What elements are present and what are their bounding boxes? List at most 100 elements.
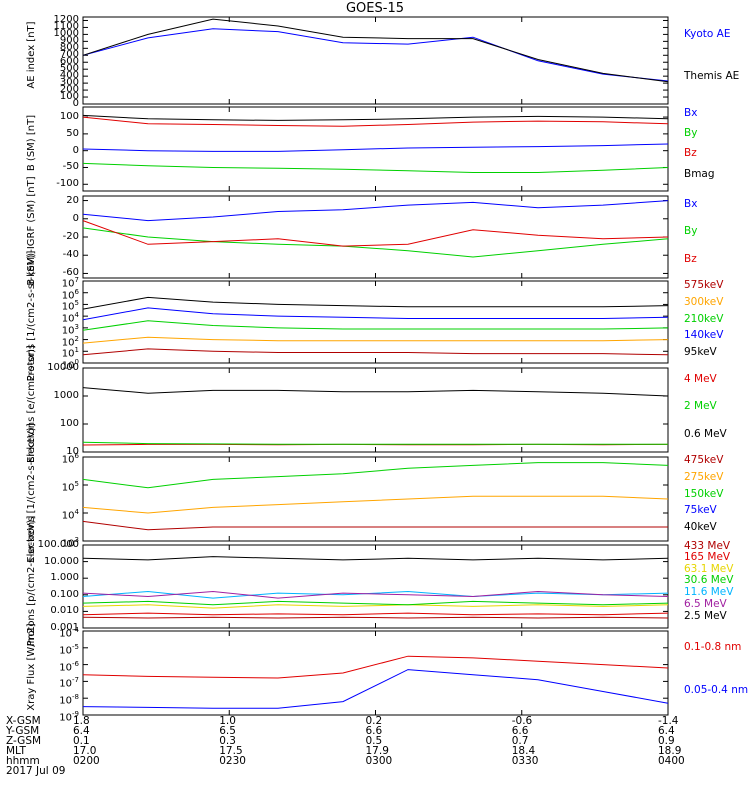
legend-entry: 165 MeV [684,551,731,563]
legend-entry: 150keV [684,488,724,500]
legend-entry: 140keV [684,329,724,341]
legend-entry: Bz [684,147,697,159]
series-line-433-mev [82,616,669,619]
y-tick-label: 100 [61,358,79,372]
y-tick-label: 0 [72,212,79,224]
y-tick-label: 106 [61,452,79,466]
date-label: 2017 Jul 09 [6,765,66,777]
ephemeris-label: Y-GSM [6,725,40,737]
y-tick-label: 10 [66,446,79,457]
series-line-475kev [82,520,668,531]
legend-entry: 475keV [684,454,724,466]
y-tick-label: 500 [59,63,79,75]
panel-1 [82,16,669,105]
ephemeris-value: 0330 [511,755,539,767]
y-tick-label: 0.001 [50,622,79,633]
y-tick-label: -20 [62,231,79,242]
legend-entry: Bmag [684,168,715,180]
series-line-bz [82,220,669,247]
series-line-by [82,227,669,258]
legend-entry: 63.1 MeV [684,563,734,575]
y-tick-label: 102 [61,334,79,348]
series-line-30-6-mev [82,600,669,606]
y-tick-label: 100.000 [37,539,79,550]
y-tick-label: 200 [59,84,79,96]
y-tick-label: 1200 [53,14,79,26]
legend-entry: By [684,127,698,139]
ephemeris-value: 0.2 [365,715,383,727]
ephemeris-label: X-GSM [6,715,41,727]
y-tick-label: 50 [66,127,79,139]
ephemeris-value: 0.9 [658,735,675,747]
y-tick-label: 0 [72,98,79,109]
panel-frame [82,195,669,279]
series-line-300kev [82,336,669,344]
ephemeris-value: 0300 [365,755,393,767]
series-line-0-6-mev [82,387,669,397]
ephemeris-value: 0230 [219,755,246,767]
y-tick-label: 106 [61,287,79,302]
y-tick-label: 103 [61,322,79,337]
series-line-210kev [82,320,669,331]
legend-entry: 11.6 MeV [684,586,734,598]
legend-entry: Themis AE [684,70,740,82]
legend-entry: 433 MeV [684,540,731,552]
y-tick-label: 600 [59,56,79,68]
ephemeris-label: hhmm [6,755,40,767]
legend-entry: 0.05-0.4 nm [684,684,749,696]
panel-6 [82,456,669,542]
ephemeris-value: -1.4 [658,715,679,727]
ephemeris-value: -0.6 [511,715,533,727]
series-line-140kev [82,307,669,321]
y-tick-label: -60 [62,267,79,279]
series-line-bx [82,143,669,152]
series-line-bz [82,116,669,127]
series-line-11-6-mev [82,590,669,599]
series-line-95kev [82,296,669,310]
legend-entry: 4 MeV [684,373,717,385]
legend-entry: Bx [684,198,698,210]
panel-frame [82,16,669,105]
series-line-bmag [82,114,669,121]
y-tick-label: 700 [59,49,79,61]
legend-entry: 95keV [684,346,717,358]
ephemeris-value: 0200 [73,755,100,767]
legend-entry: 575keV [684,279,724,291]
y-tick-label: 105 [61,480,79,494]
y-tick-label: 400 [59,70,79,82]
panel-frame [82,544,669,629]
y-tick-label: 1100 [53,21,79,33]
series-line-by [82,162,669,173]
series-line-themis-ae [82,18,669,83]
legend-entry: 75keV [684,504,717,516]
y-tick-label: 10-7 [59,676,79,690]
ephemeris-value: 0400 [658,755,685,767]
y-tick-label: 10-4 [59,626,79,640]
y-tick-label: 800 [59,42,79,54]
y-tick-label: 10-9 [59,710,79,724]
series-line-0-05-0-4-nm [82,669,669,709]
series-line-275kev [82,495,669,514]
series-line-575kev [82,348,669,356]
panel-frame [82,367,669,453]
legend-entry: 300keV [684,296,724,308]
ephemeris-value: 6.6 [511,725,529,737]
ephemeris-value: 17.5 [219,745,243,757]
plot-title: GOES-15 [345,1,404,16]
ephemeris-value: 6.4 [73,725,90,737]
y-tick-label: 900 [59,35,79,47]
panel-frame [82,630,669,716]
series-line-150kev [82,462,669,489]
y-tick-label: 10000 [47,362,79,373]
ephemeris-value: 1.0 [219,715,236,727]
ephemeris-value: 6.6 [365,725,383,737]
legend-entry: 210keV [684,313,724,325]
y-tick-label: 10-8 [59,693,79,707]
series-line-63-1-mev [82,604,669,609]
ephemeris-value: 0.7 [511,735,529,747]
panel-4 [82,280,669,364]
y-tick-label: 10-5 [59,642,79,657]
ephemeris-value: 0.5 [365,735,383,747]
